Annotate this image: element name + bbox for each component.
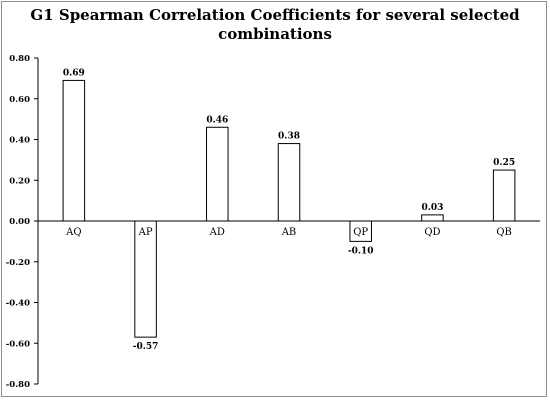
category-label: AP — [138, 227, 153, 238]
data-label: 0.25 — [493, 158, 515, 168]
category-label: QB — [496, 227, 512, 238]
bar-ad — [206, 126, 229, 222]
category-label: AD — [209, 227, 225, 238]
data-label: -0.10 — [348, 246, 374, 256]
bar-qd — [421, 214, 444, 222]
y-tick-label: 0.60 — [9, 95, 30, 105]
y-tick-label: 0.80 — [9, 54, 30, 64]
y-tick-label: -0.40 — [6, 299, 30, 309]
y-tick-label: -0.20 — [6, 258, 30, 268]
category-label: QD — [424, 227, 440, 238]
y-tick-label: -0.60 — [6, 339, 30, 349]
bar-qb — [492, 169, 516, 222]
bar-ap — [134, 220, 157, 338]
data-label: 0.69 — [63, 68, 85, 78]
category-label: AQ — [65, 227, 81, 238]
data-label: 0.03 — [421, 203, 443, 213]
data-label: -0.57 — [133, 342, 159, 352]
bar-ab — [277, 143, 301, 222]
data-label: 0.46 — [206, 115, 228, 125]
y-tick-label: 0.00 — [9, 217, 30, 227]
bar-qp — [349, 220, 372, 242]
chart-title-line-1: G1 Spearman Correlation Coefficients for… — [30, 6, 520, 24]
data-label: 0.38 — [278, 132, 300, 142]
bar-aq — [62, 79, 86, 222]
chart-title: G1 Spearman Correlation Coefficients for… — [0, 6, 550, 44]
chart-title-line-2: combinations — [218, 25, 332, 43]
y-tick-label: 0.20 — [9, 176, 30, 186]
y-tick-label: -0.80 — [6, 380, 30, 390]
y-tick-label: 0.40 — [9, 136, 30, 146]
category-label: QP — [353, 227, 368, 238]
category-label: AB — [281, 227, 297, 238]
